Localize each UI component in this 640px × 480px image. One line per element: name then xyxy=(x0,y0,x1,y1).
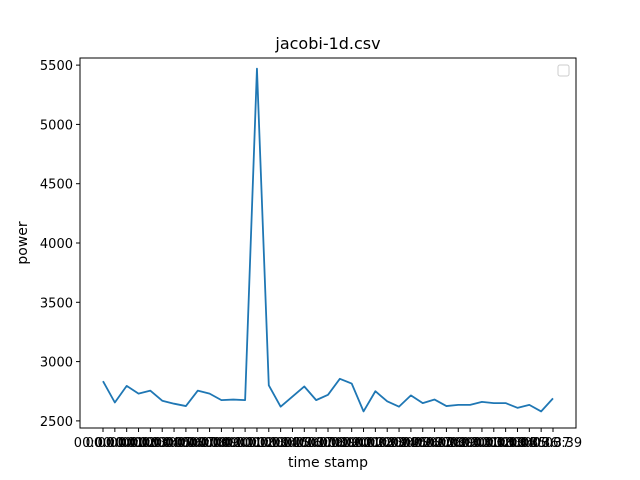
series-line xyxy=(102,67,554,413)
x-tick-label: 00:00:10 xyxy=(192,436,250,451)
x-tick-label: 00:00:30 xyxy=(429,436,487,451)
y-axis: 2500 3000 3500 4000 4500 5000 5500 xyxy=(40,59,80,430)
x-tick-label: 00:00:28 xyxy=(405,436,463,451)
x-tick-label: 00:00:00 xyxy=(74,436,132,451)
x-tick-label: 00:00:20 xyxy=(311,436,369,451)
y-tick-label: 4500 xyxy=(40,178,73,193)
x-tick-label: 00:00:15 xyxy=(251,436,309,451)
x-tick-label: 00:00:25 xyxy=(370,436,428,451)
x-axis-label: time stamp xyxy=(288,455,368,471)
x-tick-label: 00:00:39 xyxy=(524,436,582,451)
chart-title: jacobi-1d.csv xyxy=(274,34,380,53)
plot-area xyxy=(102,67,554,413)
x-tick-label: 00:00:26 xyxy=(382,436,440,451)
x-tick-label: 00:00:29 xyxy=(417,436,475,451)
x-tick-label: 00:00:17 xyxy=(275,436,333,451)
x-tick-label: 00:00:04 xyxy=(121,436,179,451)
y-tick-label: 3000 xyxy=(40,356,73,371)
y-tick-label: 5500 xyxy=(40,59,73,74)
x-tick-label: 00:00:06 xyxy=(145,436,203,451)
x-tick-label: 00:00:27 xyxy=(394,436,452,451)
x-axis: 00:00:0000:00:0100:00:0200:00:0300:00:04… xyxy=(74,428,582,451)
x-tick-label: 00:00:12 xyxy=(216,436,274,451)
x-tick-label: 00:00:32 xyxy=(453,436,511,451)
x-tick-label: 00:00:08 xyxy=(169,436,227,451)
x-tick-label: 00:00:22 xyxy=(334,436,392,451)
x-tick-label: 00:00:02 xyxy=(97,436,155,451)
x-tick-label: 00:00:19 xyxy=(299,436,357,451)
y-axis-label: power xyxy=(15,221,31,265)
x-tick-label: 00:00:33 xyxy=(465,436,523,451)
x-tick-label: 00:00:09 xyxy=(180,436,238,451)
x-tick-label: 00:00:23 xyxy=(346,436,404,451)
x-tick-label: 00:00:31 xyxy=(441,436,499,451)
x-tick-label: 00:00:11 xyxy=(204,436,262,451)
y-tick-label: 2500 xyxy=(40,415,73,430)
legend-box xyxy=(557,64,570,77)
x-tick-label: 00:00:18 xyxy=(287,436,345,451)
x-tick-label: 00:00:03 xyxy=(109,436,167,451)
x-tick-label: 00:00:34 xyxy=(476,436,534,451)
y-tick-label: 3500 xyxy=(40,296,73,311)
y-tick-label: 5000 xyxy=(40,118,73,133)
y-tick-label: 4000 xyxy=(40,237,73,252)
x-tick-label: 00:00:36 xyxy=(500,436,558,451)
x-tick-label: 00:00:24 xyxy=(358,436,416,451)
x-tick-label: 00:00:13 xyxy=(228,436,286,451)
x-tick-label: 00:00:14 xyxy=(240,436,298,451)
x-tick-label: 00:00:07 xyxy=(157,436,215,451)
x-tick-label: 00:00:37 xyxy=(512,436,570,451)
x-tick-label: 00:00:21 xyxy=(322,436,380,451)
x-tick-label: 00:00:01 xyxy=(86,436,144,451)
x-tick-label: 00:00:35 xyxy=(488,436,546,451)
x-tick-label: 00:00:05 xyxy=(133,436,191,451)
x-tick-label: 00:00:16 xyxy=(263,436,321,451)
